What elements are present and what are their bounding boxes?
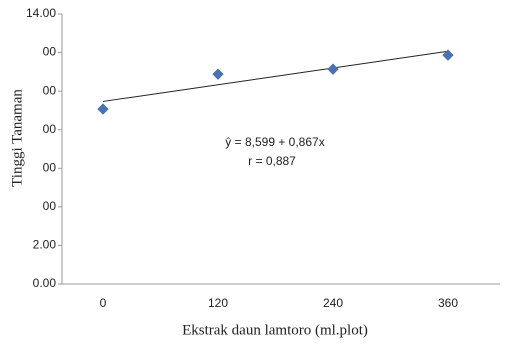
point bbox=[212, 68, 224, 80]
x-tick-label: 120 bbox=[208, 296, 228, 310]
annotation: r = 0,887 bbox=[248, 154, 296, 168]
point bbox=[97, 103, 109, 115]
y-tick-label: 00 bbox=[43, 83, 57, 97]
x-axis-title: Ekstrak daun lamtoro (ml.plot) bbox=[182, 322, 368, 338]
x-tick-label: 0 bbox=[100, 296, 107, 310]
y-axis-title: Tinggi Tanaman bbox=[9, 89, 25, 187]
y-tick-label: 14.00 bbox=[26, 6, 56, 20]
trendline bbox=[102, 50, 449, 102]
y-tick-label: 0.00 bbox=[33, 276, 57, 290]
point bbox=[442, 49, 454, 61]
x-tick-label: 240 bbox=[323, 296, 343, 310]
y-tick-label: 00 bbox=[43, 122, 57, 136]
x-tick-label: 360 bbox=[438, 296, 458, 310]
y-tick-label: 2.00 bbox=[33, 238, 57, 252]
y-tick-label: 00 bbox=[43, 160, 57, 174]
y-tick-label: 00 bbox=[43, 199, 57, 213]
annotation: ŷ = 8,599 + 0,867x bbox=[225, 135, 324, 149]
point bbox=[327, 63, 339, 75]
y-tick-label: 00 bbox=[43, 45, 57, 59]
